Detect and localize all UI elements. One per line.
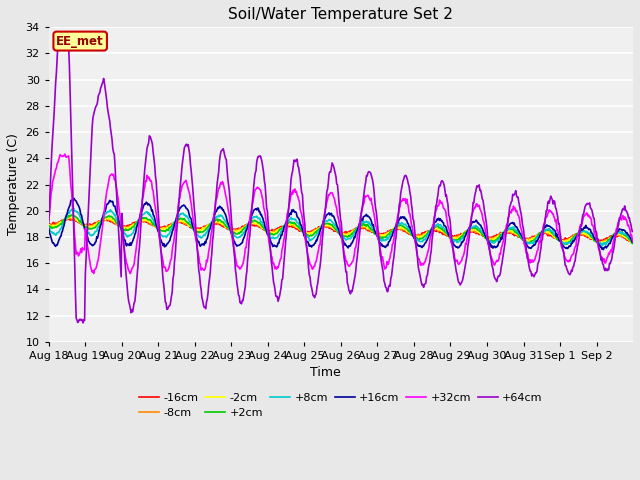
+16cm	[251, 207, 259, 213]
-16cm	[221, 225, 229, 230]
Line: +32cm: +32cm	[49, 154, 633, 274]
+16cm	[629, 239, 637, 245]
-8cm	[45, 222, 52, 228]
+2cm	[402, 226, 410, 231]
-2cm	[629, 240, 637, 245]
-2cm	[221, 225, 229, 230]
-8cm	[273, 227, 280, 233]
-8cm	[67, 215, 74, 221]
+64cm	[79, 320, 87, 326]
-16cm	[628, 239, 636, 244]
-16cm	[629, 239, 637, 244]
+64cm	[403, 175, 411, 180]
-16cm	[115, 223, 122, 228]
-2cm	[596, 240, 604, 246]
Line: +2cm: +2cm	[49, 215, 633, 245]
+16cm	[221, 212, 229, 217]
Line: +16cm: +16cm	[49, 198, 633, 250]
+64cm	[252, 170, 259, 176]
-2cm	[67, 214, 75, 219]
+2cm	[596, 242, 604, 248]
+8cm	[45, 225, 52, 231]
+64cm	[273, 293, 281, 299]
Line: -2cm: -2cm	[49, 216, 633, 243]
+16cm	[115, 214, 122, 220]
+32cm	[127, 271, 134, 276]
+64cm	[115, 232, 123, 238]
+8cm	[70, 206, 77, 212]
+8cm	[221, 219, 229, 225]
+64cm	[629, 228, 637, 234]
-2cm	[402, 227, 410, 232]
-16cm	[273, 226, 280, 232]
+2cm	[251, 217, 259, 223]
+32cm	[45, 217, 52, 223]
-8cm	[435, 228, 443, 233]
-2cm	[45, 222, 52, 228]
-16cm	[65, 216, 72, 222]
+32cm	[61, 151, 68, 157]
+16cm	[402, 216, 410, 222]
-16cm	[45, 221, 52, 227]
Line: +64cm: +64cm	[49, 42, 633, 323]
-2cm	[115, 220, 122, 226]
+8cm	[115, 218, 122, 224]
-2cm	[435, 227, 443, 233]
+2cm	[435, 225, 443, 230]
+32cm	[629, 239, 637, 245]
+8cm	[435, 222, 443, 228]
-16cm	[402, 229, 410, 235]
+64cm	[223, 156, 230, 162]
+32cm	[115, 196, 122, 202]
-2cm	[273, 228, 280, 234]
+16cm	[45, 226, 52, 231]
-16cm	[435, 229, 443, 235]
+32cm	[436, 197, 444, 203]
+8cm	[629, 239, 637, 244]
-2cm	[251, 220, 259, 226]
+16cm	[600, 247, 607, 252]
Text: EE_met: EE_met	[56, 35, 104, 48]
Line: +8cm: +8cm	[49, 209, 633, 246]
+8cm	[273, 235, 280, 241]
+32cm	[223, 195, 230, 201]
-8cm	[402, 227, 410, 233]
-8cm	[628, 240, 636, 245]
-8cm	[251, 221, 259, 227]
-16cm	[251, 223, 259, 229]
-8cm	[115, 222, 122, 228]
-8cm	[629, 239, 637, 245]
+32cm	[403, 196, 411, 202]
+2cm	[273, 230, 280, 236]
+2cm	[221, 223, 229, 228]
Legend: -16cm, -8cm, -2cm, +2cm, +8cm, +16cm, +32cm, +64cm: -16cm, -8cm, -2cm, +2cm, +8cm, +16cm, +3…	[135, 388, 547, 423]
+8cm	[251, 214, 259, 220]
+8cm	[599, 243, 607, 249]
+64cm	[436, 182, 444, 188]
Line: -16cm: -16cm	[49, 219, 633, 241]
+64cm	[45, 219, 52, 225]
X-axis label: Time: Time	[310, 366, 341, 379]
+2cm	[629, 240, 637, 246]
-8cm	[221, 224, 229, 229]
+16cm	[70, 195, 77, 201]
Y-axis label: Temperature (C): Temperature (C)	[7, 133, 20, 236]
+16cm	[435, 216, 443, 221]
+2cm	[68, 212, 76, 218]
+2cm	[115, 221, 122, 227]
+16cm	[273, 244, 280, 250]
+32cm	[273, 264, 281, 270]
Line: -8cm: -8cm	[49, 218, 633, 242]
+32cm	[252, 187, 259, 192]
+2cm	[45, 223, 52, 229]
+8cm	[402, 223, 410, 228]
+64cm	[57, 39, 65, 45]
Title: Soil/Water Temperature Set 2: Soil/Water Temperature Set 2	[228, 7, 453, 22]
